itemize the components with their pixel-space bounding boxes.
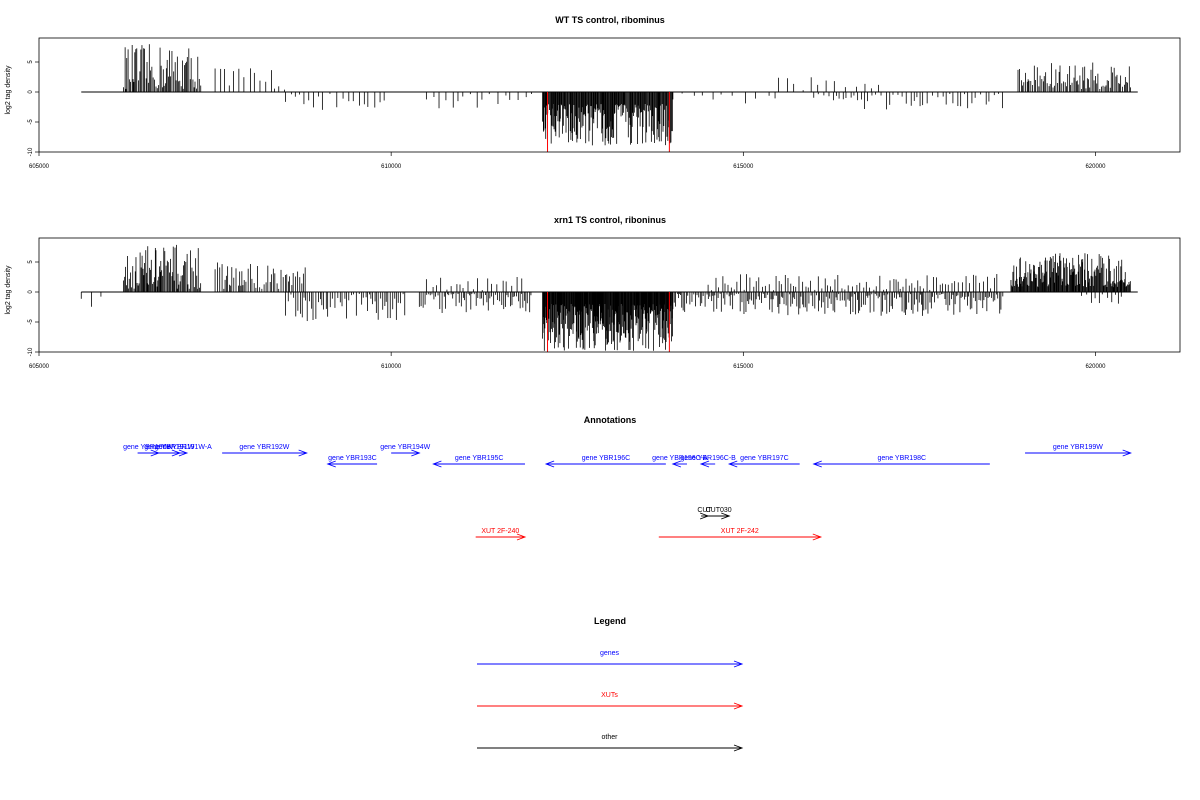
y-tick-label: -10 (28, 147, 34, 156)
annotation-feature: gene YBR198C (812, 455, 990, 468)
annotation-feature: XUT 2F-240 (475, 528, 527, 541)
legend-item: XUTs (477, 692, 744, 710)
annotation-feature: gene YBR192W (222, 444, 308, 457)
legend-items: genes XUTs other (477, 650, 744, 752)
feature-label: gene YBR197C (740, 455, 789, 462)
annotation-feature: gene YBR196C (544, 455, 666, 468)
feature-arrow-head (432, 460, 442, 468)
xrn1-track-ylabel: log2 tag density (5, 265, 12, 315)
x-tick-label: 610000 (381, 364, 402, 370)
y-tick-label: 5 (28, 260, 34, 264)
y-tick-label: -10 (28, 347, 34, 356)
annotation-feature: gene YBR194W (380, 444, 431, 457)
feature-label: gene YBR190W (123, 444, 173, 451)
y-tick-label: -5 (28, 319, 34, 325)
x-tick-label: 615000 (733, 364, 754, 370)
annotation-feature: gene YBR196C-A (652, 455, 708, 468)
feature-label: gene YBR196C-B (680, 455, 736, 462)
legend-item: genes (477, 650, 744, 668)
feature-label: gene YBR199W (1053, 444, 1103, 451)
feature-arrow-head (298, 449, 308, 457)
annotation-feature: gene YBR195C (432, 455, 525, 468)
feature-arrow-head (733, 744, 744, 752)
feature-arrow-head (733, 702, 744, 710)
feature-arrow-head (733, 660, 744, 668)
wt-track-axes: 605000 610000 615000 620000 -10 -5 0 5 (28, 60, 1106, 170)
x-tick-label: 615000 (733, 164, 754, 170)
feature-arrow-head (721, 512, 731, 520)
feature-label: gene YBR191W (144, 444, 194, 451)
feature-arrow-head (812, 460, 822, 468)
feature-arrow-head (326, 460, 336, 468)
wt-track-signal (123, 44, 1131, 146)
y-tick-label: 5 (28, 60, 34, 64)
feature-label: gene YBR191W-A (155, 444, 212, 451)
y-tick-label: 0 (28, 290, 34, 294)
feature-label: CUT (697, 507, 712, 514)
feature-arrow-head (1122, 449, 1132, 457)
annotation-feature: gene YBR199W (1025, 444, 1132, 457)
feature-arrow-head (699, 460, 710, 468)
feature-arrow-head (516, 533, 527, 541)
feature-label: XUT 2F-240 (481, 528, 519, 535)
feature-label: gene YBR195C (455, 455, 504, 462)
xrn1-track-signal (80, 244, 1131, 351)
feature-label: gene YBR196C (582, 455, 631, 462)
feature-arrow-head (812, 533, 823, 541)
x-tick-label: 610000 (381, 164, 402, 170)
wt-track-title: WT TS control, ribominus (555, 15, 665, 25)
legend-title: Legend (594, 616, 626, 626)
feature-label: gene YBR198C (878, 455, 927, 462)
wt-track-panel: WT TS control, ribominus log2 tag densit… (5, 15, 1181, 170)
xrn1-track-marker-lines (547, 292, 670, 352)
xrn1-track-title: xrn1 TS control, riboninus (554, 215, 666, 225)
legend-item: other (477, 734, 744, 752)
y-tick-label: -5 (28, 119, 34, 125)
feature-arrow-head (178, 449, 189, 457)
feature-label: XUT 2F-242 (721, 528, 759, 535)
feature-arrow-head (727, 460, 738, 468)
x-tick-label: 605000 (29, 164, 50, 170)
xrn1-track-frame (38, 237, 1181, 353)
annotation-feature: gene YBR193C (326, 455, 378, 468)
feature-label: gene YBR196C-A (652, 455, 708, 462)
y-tick-label: 0 (28, 90, 34, 94)
wt-track-frame (38, 37, 1181, 153)
annotation-feature: gene YBR191W-A (155, 444, 212, 457)
feature-label: gene YBR193C (328, 455, 377, 462)
feature-label: CUT030 (706, 507, 732, 514)
feature-label: gene YBR194W (380, 444, 430, 451)
annotation-feature: XUT 2F-242 (658, 528, 823, 541)
x-tick-label: 620000 (1085, 164, 1106, 170)
wt-track-ylabel: log2 tag density (5, 65, 12, 115)
annotation-feature: CUT030 (706, 507, 732, 520)
xrn1-track-panel: xrn1 TS control, riboninus log2 tag dens… (5, 215, 1181, 370)
annotation-feature: gene YBR197C (727, 455, 800, 468)
legend-item-label: XUTs (601, 692, 618, 699)
feature-arrow-head (671, 460, 682, 468)
annotation-feature: gene YBR196C-B (680, 455, 736, 468)
x-tick-label: 605000 (29, 364, 50, 370)
xrn1-track-axes: 605000 610000 615000 620000 -10 -5 0 5 (28, 260, 1106, 370)
legend-item-label: other (602, 734, 619, 741)
feature-arrow-head (544, 460, 555, 468)
feature-label: gene YBR192W (239, 444, 289, 451)
annotations-title: Annotations (584, 415, 637, 425)
legend: Legend genes XUTs other (477, 616, 744, 752)
legend-item-label: genes (600, 650, 620, 657)
feature-arrow-head (411, 449, 421, 457)
wt-track-marker-lines (547, 92, 670, 152)
x-tick-label: 620000 (1085, 364, 1106, 370)
